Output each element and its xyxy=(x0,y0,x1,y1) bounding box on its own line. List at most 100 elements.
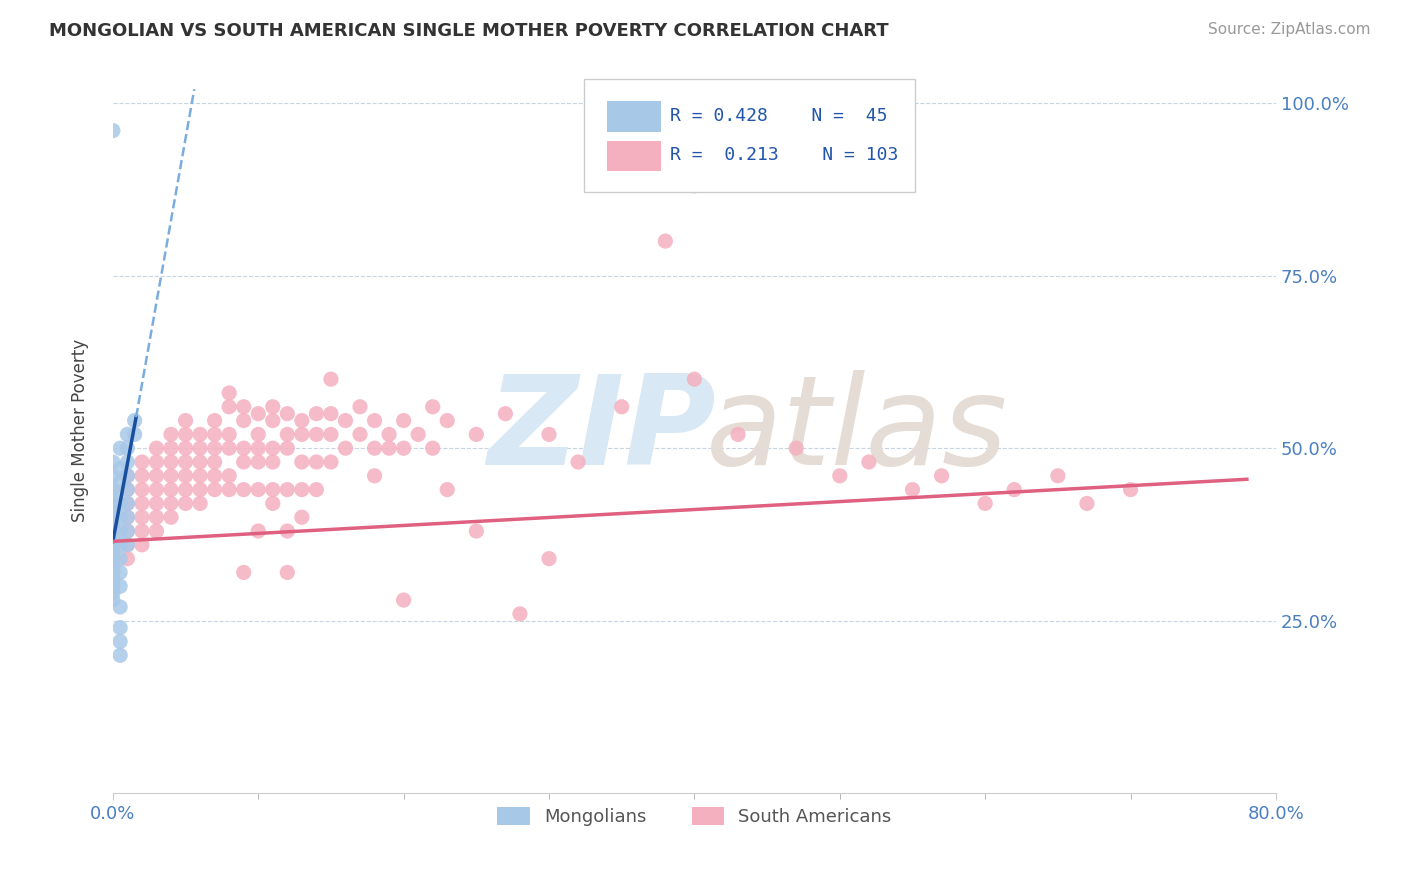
Point xyxy=(108,621,131,635)
Point xyxy=(101,586,124,600)
Point xyxy=(305,407,328,421)
Point xyxy=(108,634,131,648)
Point xyxy=(247,407,270,421)
Point xyxy=(422,400,444,414)
Point xyxy=(349,400,371,414)
Point xyxy=(291,427,314,442)
Point xyxy=(683,178,706,193)
Point xyxy=(117,551,139,566)
Point xyxy=(436,483,458,497)
Point xyxy=(276,441,298,455)
Point xyxy=(117,524,139,538)
Point xyxy=(117,483,139,497)
Point xyxy=(247,427,270,442)
Point xyxy=(117,455,139,469)
Point xyxy=(204,468,226,483)
Point xyxy=(654,234,676,248)
Text: R = 0.428    N =  45: R = 0.428 N = 45 xyxy=(671,107,887,125)
Point xyxy=(101,593,124,607)
Point xyxy=(101,572,124,586)
Text: Source: ZipAtlas.com: Source: ZipAtlas.com xyxy=(1208,22,1371,37)
Point xyxy=(232,441,254,455)
Point xyxy=(160,483,183,497)
Text: MONGOLIAN VS SOUTH AMERICAN SINGLE MOTHER POVERTY CORRELATION CHART: MONGOLIAN VS SOUTH AMERICAN SINGLE MOTHE… xyxy=(49,22,889,40)
Point xyxy=(727,427,749,442)
Point xyxy=(101,545,124,559)
Point xyxy=(108,551,131,566)
Point xyxy=(117,483,139,497)
Point xyxy=(108,475,131,490)
Point xyxy=(1119,483,1142,497)
Point xyxy=(101,517,124,532)
Point xyxy=(117,510,139,524)
Point xyxy=(465,427,488,442)
Point xyxy=(494,407,516,421)
Point xyxy=(1002,483,1025,497)
Point xyxy=(174,483,197,497)
Point xyxy=(117,538,139,552)
Point xyxy=(305,455,328,469)
Point xyxy=(232,483,254,497)
Point xyxy=(145,468,167,483)
Point xyxy=(392,414,415,428)
Point xyxy=(101,483,124,497)
Point xyxy=(262,455,284,469)
Point xyxy=(188,468,211,483)
Point xyxy=(160,441,183,455)
Point xyxy=(974,496,997,510)
Point xyxy=(218,441,240,455)
Point xyxy=(108,579,131,593)
Point xyxy=(204,455,226,469)
Point xyxy=(188,427,211,442)
Point xyxy=(145,496,167,510)
Point xyxy=(188,455,211,469)
Point xyxy=(276,483,298,497)
Point xyxy=(145,441,167,455)
Point xyxy=(174,427,197,442)
Point xyxy=(117,510,139,524)
Point xyxy=(108,496,131,510)
Point xyxy=(218,468,240,483)
Point xyxy=(276,427,298,442)
Point xyxy=(610,400,633,414)
Point xyxy=(117,496,139,510)
Point xyxy=(291,483,314,497)
Point xyxy=(117,496,139,510)
Point xyxy=(117,427,139,442)
Point xyxy=(160,468,183,483)
Point xyxy=(160,496,183,510)
Point xyxy=(319,427,342,442)
Point xyxy=(262,496,284,510)
Point xyxy=(335,414,357,428)
Point xyxy=(349,427,371,442)
FancyBboxPatch shape xyxy=(607,141,661,171)
Point xyxy=(291,455,314,469)
Point xyxy=(1076,496,1098,510)
Point xyxy=(108,441,131,455)
Text: ZIP: ZIP xyxy=(486,370,716,491)
Point xyxy=(101,566,124,580)
Point xyxy=(319,455,342,469)
Point xyxy=(174,441,197,455)
Point xyxy=(465,524,488,538)
Point xyxy=(204,414,226,428)
Point xyxy=(108,648,131,663)
Point xyxy=(174,496,197,510)
Point xyxy=(262,414,284,428)
Point xyxy=(117,538,139,552)
Text: R =  0.213    N = 103: R = 0.213 N = 103 xyxy=(671,146,898,164)
Point xyxy=(218,483,240,497)
Point xyxy=(204,441,226,455)
Point xyxy=(117,524,139,538)
Point xyxy=(117,441,139,455)
Point xyxy=(101,483,124,497)
Point xyxy=(262,441,284,455)
Point xyxy=(335,441,357,455)
Point xyxy=(101,524,124,538)
Point xyxy=(406,427,429,442)
Point xyxy=(276,524,298,538)
Point xyxy=(117,468,139,483)
Point xyxy=(392,593,415,607)
Point xyxy=(131,510,153,524)
Point xyxy=(145,483,167,497)
